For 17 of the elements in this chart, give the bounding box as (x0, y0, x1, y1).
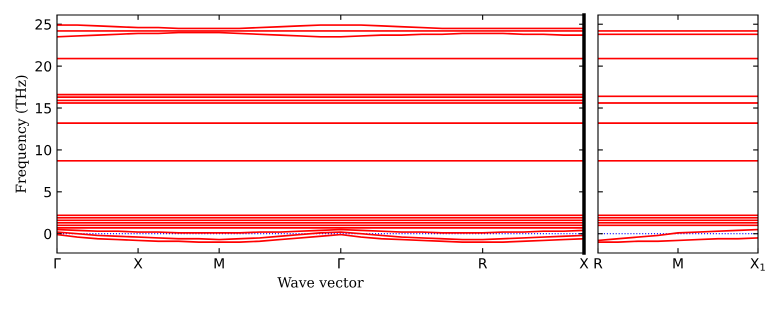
x-tick-label: Γ (338, 258, 345, 268)
y-tick-label: 0 (44, 228, 52, 240)
y-axis-title: Frequency (THz) (15, 76, 29, 193)
x-tick-label: Γ (54, 258, 61, 268)
x-tick-label: R (594, 258, 602, 268)
x-tick-label: R (479, 258, 488, 268)
x-axis-title: Wave vector (277, 277, 364, 288)
y-tick-label: 20 (35, 61, 52, 72)
y-tick-label: 5 (44, 186, 51, 198)
y-tick-label: 25 (35, 19, 51, 30)
x-tick-label: X$_{1}$ (750, 258, 765, 271)
y-tick-label: 10 (36, 144, 52, 156)
y-tick-label: 15 (36, 103, 51, 114)
x-tick-label: M (214, 258, 224, 268)
x-tick-label: X (580, 258, 588, 268)
x-tick-label: X (134, 258, 142, 268)
x-tick-label: M (673, 258, 683, 268)
